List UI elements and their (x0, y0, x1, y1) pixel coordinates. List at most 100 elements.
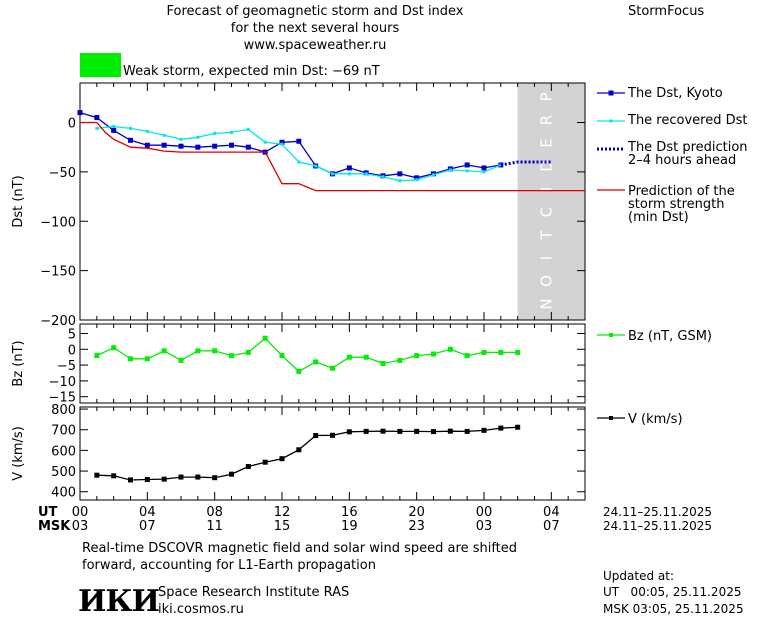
dst-kyoto-point (245, 144, 251, 150)
panel-frame (79, 323, 586, 404)
bz-point (229, 353, 234, 359)
prediction-letter: T (537, 230, 555, 241)
ut-axis-label: UT (38, 505, 58, 520)
dst-kyoto-point (481, 165, 487, 171)
prediction-letter: C (537, 207, 555, 217)
msk-axis-label: MSK (38, 519, 71, 534)
speed-point (262, 459, 268, 465)
bz-point (144, 356, 150, 362)
brand-name: StormFocus (628, 4, 705, 19)
prediction-letter: D (537, 160, 555, 172)
bz-point (447, 346, 453, 352)
dst-recovered-point (246, 127, 250, 131)
dst-kyoto-point (161, 142, 167, 148)
dst-recovered-point (112, 124, 116, 128)
prediction-letter: E (537, 138, 555, 147)
dst-kyoto-point (128, 137, 133, 143)
updated-msk: MSK 03:05, 25.11.2025 (603, 602, 744, 616)
dst-recovered-point (297, 160, 301, 164)
dst-kyoto-point (414, 175, 420, 181)
bz-point (178, 357, 184, 363)
y-axis-label: Dst (nT) (11, 175, 26, 227)
speed-legend-marker (609, 416, 613, 420)
ut-tick-label: 04 (543, 505, 560, 520)
dst-recovered-point (196, 135, 200, 139)
y-tick-label: 600 (51, 444, 76, 459)
dst-kyoto-point (279, 139, 285, 145)
dst-recovered-point (381, 175, 385, 179)
dst-recovered-point (347, 172, 351, 176)
panel-frame (79, 82, 586, 321)
msk-date-range: 24.11–25.11.2025 (603, 519, 712, 533)
speed-point (464, 428, 470, 434)
speed-point (431, 429, 436, 435)
bz-point (313, 359, 319, 365)
y-axis-label: V (km/s) (11, 426, 26, 481)
prediction-letter: I (537, 256, 555, 260)
ut-date-range: 24.11–25.11.2025 (603, 505, 712, 519)
dst-kyoto-point (397, 171, 403, 177)
dst-kyoto-point (195, 144, 201, 150)
y-tick-label: −5 (57, 359, 76, 374)
ut-tick-label: 16 (341, 505, 358, 520)
bz-point (464, 353, 470, 359)
speed-point (481, 427, 487, 433)
bz-point (279, 353, 285, 359)
speed-point (515, 424, 521, 430)
bz-legend-marker (609, 333, 613, 337)
dst-recovered-point (314, 164, 318, 168)
legend-dst-prediction: The Dst prediction (627, 140, 748, 155)
legend-storm-strength: (min Dst) (628, 210, 689, 225)
ut-tick-label: 20 (408, 505, 425, 520)
y-tick-label: −50 (49, 166, 76, 181)
dst-kyoto-point (94, 115, 100, 121)
prediction-letter: N (537, 298, 555, 309)
speed-point (245, 464, 251, 470)
y-tick-label: 700 (51, 424, 76, 439)
msk-tick-label: 03 (476, 519, 493, 534)
speed-point (279, 456, 285, 462)
dst-kyoto-point (229, 142, 234, 148)
speed-point (397, 428, 403, 434)
msk-tick-label: 11 (206, 519, 223, 534)
speed-point (195, 474, 201, 480)
bz-point (128, 356, 133, 362)
prediction-letter: I (537, 187, 555, 191)
dst-recovered-point (263, 140, 267, 144)
title-line-3[interactable]: www.spaceweather.ru (243, 38, 387, 53)
ut-tick-label: 12 (274, 505, 291, 520)
ut-tick-label: 04 (139, 505, 156, 520)
dst-recovered-point (129, 126, 132, 130)
bz-point (245, 349, 251, 355)
storm-level-swatch (80, 53, 121, 77)
speed-point (212, 475, 218, 481)
legend-dst-prediction: 2–4 hours ahead (628, 153, 736, 168)
dst-recovered-point (179, 137, 183, 141)
msk-tick-label: 07 (543, 519, 560, 534)
y-tick-label: −100 (40, 215, 76, 230)
y-tick-label: 0 (68, 343, 76, 358)
bz-point (498, 349, 504, 355)
speed-line (96, 426, 518, 481)
dst-recovered-point (465, 169, 469, 173)
dst-recovered-line (96, 125, 502, 182)
y-tick-label: −10 (49, 375, 76, 390)
dst-recovered-point (162, 133, 166, 137)
bz-point (481, 349, 487, 355)
dst-kyoto-point (212, 143, 218, 149)
speed-point (296, 447, 302, 453)
legend-speed: V (km/s) (628, 412, 683, 427)
speed-point (313, 433, 319, 439)
msk-tick-label: 23 (408, 519, 425, 534)
bz-point (414, 353, 420, 359)
dst-kyoto-point (111, 127, 117, 133)
msk-tick-label: 03 (72, 519, 89, 534)
speed-point (380, 428, 386, 434)
bz-point (296, 368, 302, 374)
institute-site[interactable]: iki.cosmos.ru (158, 602, 244, 617)
speed-point (498, 425, 504, 431)
prediction-band (517, 83, 585, 320)
dst-kyoto-point (346, 165, 352, 171)
updated-ut: UT 00:05, 25.11.2025 (603, 585, 742, 599)
dst-recovered-point (482, 170, 486, 174)
